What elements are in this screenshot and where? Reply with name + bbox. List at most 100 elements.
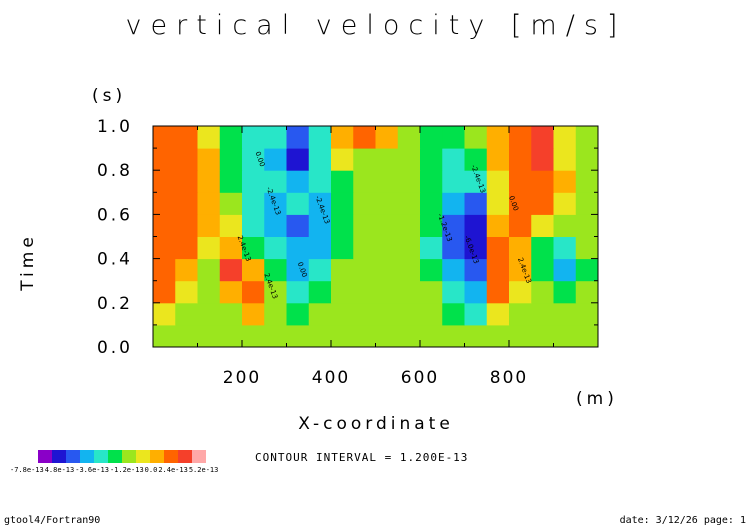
heatmap-cell: [264, 324, 287, 348]
heatmap-cell: [442, 126, 465, 149]
heatmap-cell: [153, 280, 176, 304]
heatmap-cell: [242, 214, 265, 237]
heatmap-cell: [509, 324, 532, 348]
heatmap-cell: [331, 258, 354, 282]
y-tick-label: 0.0: [97, 338, 133, 358]
colorbar-swatch: [80, 450, 94, 463]
x-tick-label: 200: [223, 368, 261, 388]
heatmap-cell: [264, 126, 287, 149]
heatmap-cell: [242, 170, 265, 193]
y-tick-label: 1.0: [97, 117, 133, 137]
heatmap-cell: [308, 236, 332, 260]
heatmap-cell: [286, 280, 310, 304]
heatmap-cell: [442, 280, 465, 304]
heatmap-cell: [175, 148, 198, 171]
heatmap-cell: [197, 126, 221, 149]
heatmap-cell: [353, 258, 376, 282]
colorbar-swatch: [38, 450, 52, 463]
heatmap-cell: [509, 258, 532, 282]
heatmap-cell: [397, 214, 421, 237]
heatmap-cell: [175, 192, 198, 215]
heatmap-cell: [531, 192, 554, 215]
heatmap-cell: [353, 214, 376, 237]
heatmap-cell: [331, 126, 354, 149]
heatmap-cell: [464, 280, 488, 304]
heatmap-cell: [531, 214, 554, 237]
heatmap-cell: [575, 126, 599, 149]
heatmap-cell: [219, 214, 243, 237]
heatmap-cell: [153, 126, 176, 149]
heatmap-cell: [331, 236, 354, 260]
heatmap-cell: [219, 126, 243, 149]
heatmap-cell: [486, 302, 510, 326]
heatmap-cell: [308, 302, 332, 326]
heatmap-cell: [308, 126, 332, 149]
heatmap-cell: [353, 170, 376, 193]
heatmap-cell: [175, 324, 198, 348]
heatmap-cell: [175, 280, 198, 304]
heatmap-cell: [531, 236, 554, 260]
heatmap-cell: [464, 258, 488, 282]
heatmap-cell: [353, 302, 376, 326]
heatmap-cell: [197, 324, 221, 348]
heatmap-cell: [175, 214, 198, 237]
heatmap-cell: [264, 302, 287, 326]
heatmap-cell: [175, 126, 198, 149]
heatmap-cell: [175, 258, 198, 282]
heatmap-cell: [420, 324, 443, 348]
colorbar-label: 0.0: [144, 466, 158, 474]
heatmap-cell: [420, 258, 443, 282]
heatmap-cell: [175, 236, 198, 260]
heatmap-cell: [331, 214, 354, 237]
heatmap-cell: [153, 324, 176, 348]
heatmap-cell: [219, 302, 243, 326]
heatmap-cell: [375, 280, 399, 304]
heatmap-cell: [331, 148, 354, 171]
colorbar-label: 4.8e-13: [44, 466, 75, 474]
colorbar-label: -1.2e-13: [109, 466, 144, 474]
heatmap-cell: [308, 258, 332, 282]
heatmap-cell: [219, 258, 243, 282]
heatmap-cell: [553, 148, 577, 171]
heatmap-cell: [375, 258, 399, 282]
colorbar-swatch: [122, 450, 136, 463]
heatmap-cell: [286, 192, 310, 215]
heatmap-cell: [175, 170, 198, 193]
heatmap-cell: [264, 280, 287, 304]
colorbar-label: 5.2e-13: [188, 466, 219, 474]
y-tick-label: 0.6: [97, 205, 133, 225]
heatmap-cell: [486, 236, 510, 260]
heatmap-cell: [575, 214, 599, 237]
heatmap-cell: [308, 148, 332, 171]
heatmap-cell: [308, 324, 332, 348]
heatmap-cell: [442, 236, 465, 260]
heatmap-cell: [575, 302, 599, 326]
heatmap-cell: [375, 148, 399, 171]
heatmap-cells: [153, 126, 599, 348]
heatmap-cell: [375, 126, 399, 149]
heatmap-cell: [197, 192, 221, 215]
heatmap-cell: [286, 324, 310, 348]
heatmap-cell: [264, 170, 287, 193]
heatmap-cell: [420, 148, 443, 171]
heatmap-cell: [531, 302, 554, 326]
heatmap-cell: [153, 258, 176, 282]
colorbar-swatch: [178, 450, 192, 463]
heatmap-cell: [575, 236, 599, 260]
heatmap-cell: [242, 126, 265, 149]
heatmap-cell: [197, 148, 221, 171]
heatmap-cell: [420, 302, 443, 326]
heatmap-cell: [242, 236, 265, 260]
x-tick-label: 400: [312, 368, 350, 388]
y-axis-unit: (s): [92, 86, 127, 106]
heatmap-cell: [353, 236, 376, 260]
heatmap-cell: [353, 148, 376, 171]
heatmap-cell: [353, 192, 376, 215]
heatmap-cell: [442, 258, 465, 282]
heatmap-cell: [509, 236, 532, 260]
heatmap-cell: [486, 126, 510, 149]
heatmap-cell: [242, 192, 265, 215]
heatmap-cell: [331, 192, 354, 215]
heatmap-cell: [375, 170, 399, 193]
heatmap-cell: [531, 324, 554, 348]
